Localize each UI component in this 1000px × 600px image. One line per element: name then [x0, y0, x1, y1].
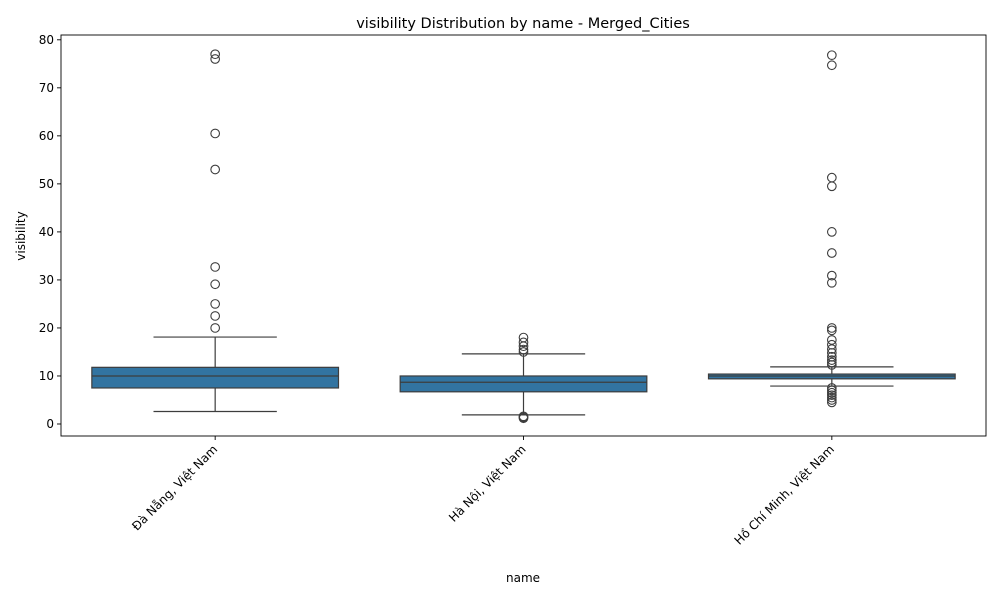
y-tick-label: 50 — [39, 177, 54, 191]
outlier-point — [826, 277, 837, 288]
x-tick-label: Hà Nội, Việt Nam — [446, 442, 529, 525]
outlier-point — [518, 344, 529, 355]
outlier-point — [826, 392, 837, 403]
x-tick-label: Đà Nẵng, Việt Nam — [129, 442, 220, 533]
y-tick-label: 40 — [39, 225, 54, 239]
y-tick-label: 80 — [39, 33, 54, 47]
outlier-point — [210, 164, 221, 175]
outlier-point — [826, 227, 837, 237]
outlier-point — [826, 323, 837, 333]
outlier-point — [518, 411, 529, 422]
y-tick-label: 0 — [46, 417, 54, 431]
outlier-point — [826, 325, 837, 336]
outlier-point — [826, 385, 837, 396]
outlier-point — [826, 60, 837, 71]
outlier-point — [826, 270, 837, 281]
y-axis: 0 10 20 30 40 50 60 70 80 — [39, 33, 61, 431]
outlier-point — [210, 323, 221, 333]
y-tick-label: 60 — [39, 129, 54, 143]
outlier-point — [826, 383, 837, 393]
outlier-point — [518, 332, 529, 343]
outlier-point — [210, 279, 221, 290]
outlier-point — [518, 337, 529, 348]
y-tick-label: 10 — [39, 369, 54, 383]
outlier-point — [210, 262, 221, 272]
y-tick-label: 70 — [39, 81, 54, 95]
outlier-point — [826, 387, 837, 398]
outlier-point — [210, 49, 221, 60]
outlier-point — [826, 50, 837, 61]
outlier-point — [826, 397, 837, 408]
x-axis-title: name — [506, 571, 540, 585]
outlier-point — [518, 347, 529, 357]
outlier-point — [826, 355, 837, 365]
outlier-point — [210, 54, 221, 64]
outlier-point — [826, 357, 837, 368]
iqr-box — [399, 375, 648, 393]
outlier-point — [210, 128, 221, 139]
outlier-point — [826, 339, 837, 350]
y-tick-label: 30 — [39, 273, 54, 287]
outlier-point — [826, 390, 837, 401]
outlier-point — [826, 172, 837, 183]
outlier-point — [826, 395, 837, 405]
x-tick-label: Hồ Chí Minh, Việt Nam — [732, 442, 837, 547]
outlier-point — [826, 335, 837, 345]
plot-area — [91, 49, 956, 424]
x-axis: Đà Nẵng, Việt Nam Hà Nội, Việt Nam Hồ Chí … — [129, 436, 837, 548]
box-group — [91, 49, 340, 413]
outlier-point — [826, 351, 837, 362]
chart-title: visibility Distribution by name - Merged… — [356, 16, 690, 32]
outlier-point — [826, 248, 837, 258]
outlier-point — [826, 181, 837, 192]
y-axis-title: visibility — [14, 211, 28, 260]
iqr-box — [91, 366, 340, 389]
box-group — [399, 332, 648, 424]
box-group — [707, 50, 956, 408]
y-tick-label: 20 — [39, 321, 54, 335]
outlier-point — [210, 311, 221, 321]
outlier-point — [210, 299, 221, 309]
